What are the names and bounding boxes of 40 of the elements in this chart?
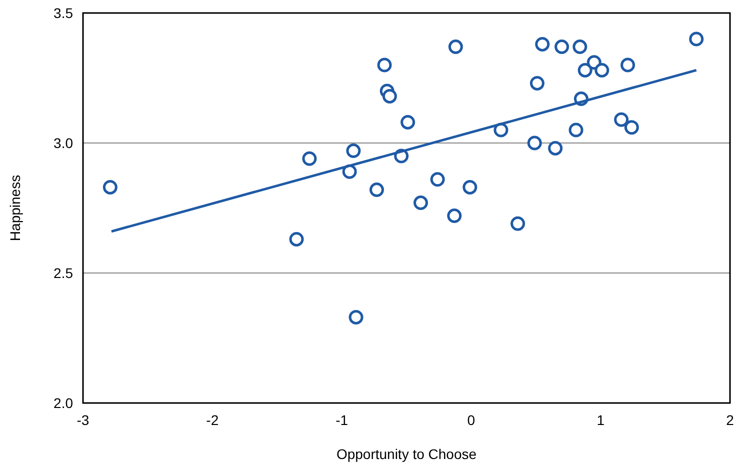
point [624, 120, 639, 135]
point [527, 136, 542, 150]
point [548, 140, 563, 156]
x-tick-label: -3 [76, 412, 90, 428]
y-tick-label: 3.0 [54, 134, 74, 151]
point [289, 232, 304, 246]
x-tick-label: 1 [596, 412, 605, 428]
point [554, 40, 570, 54]
y-tick-label: 2.5 [54, 264, 74, 281]
point [413, 196, 428, 210]
point [535, 36, 550, 52]
point [430, 172, 445, 187]
x-tick-label: -2 [206, 412, 219, 428]
point [568, 122, 584, 138]
x-tick-label: 0 [467, 412, 476, 428]
point [400, 114, 416, 130]
point [377, 58, 392, 72]
point [530, 76, 544, 90]
point [594, 62, 610, 78]
point [448, 40, 463, 54]
point [302, 151, 317, 166]
point [614, 112, 629, 127]
point [689, 32, 704, 46]
y-tick-label: 3.5 [54, 4, 74, 21]
point [620, 58, 636, 72]
point [382, 88, 397, 104]
point [510, 216, 526, 231]
y-axis-title: Happiness [7, 174, 23, 242]
x-axis-title: Opportunity to Choose [336, 446, 477, 462]
x-tick-label: -1 [336, 412, 348, 428]
point [447, 208, 462, 224]
point [346, 144, 361, 158]
point [462, 180, 478, 194]
x-tick-label: 2 [726, 412, 734, 428]
point [102, 180, 118, 194]
point [572, 40, 588, 54]
y-tick-label: 2.0 [54, 394, 74, 411]
point [369, 182, 384, 198]
point [578, 62, 592, 78]
point [348, 310, 364, 324]
